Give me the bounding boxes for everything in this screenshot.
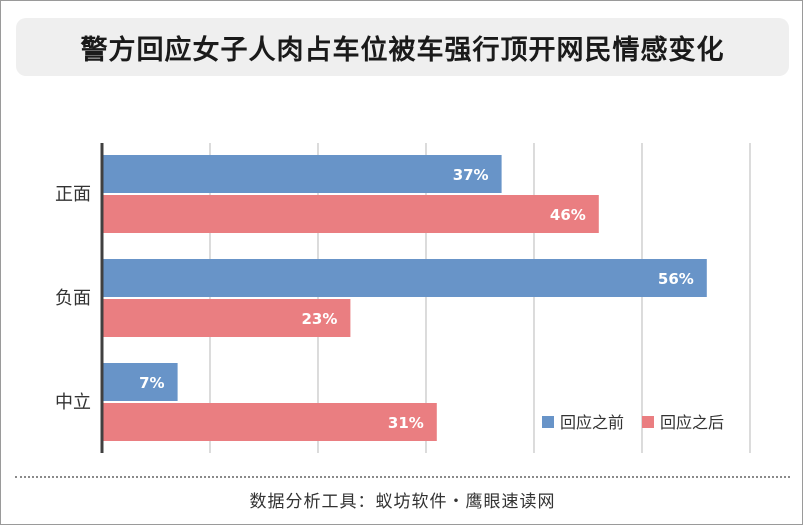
data-label: 23% (301, 310, 337, 328)
bar-before (102, 363, 178, 401)
chart-title: 警方回应女子人肉占车位被车强行顶开网民情感变化 (80, 34, 725, 66)
legend-label: 回应之前 (560, 413, 624, 432)
data-label: 31% (388, 414, 424, 432)
data-label: 7% (139, 374, 164, 392)
data-label: 37% (453, 166, 489, 184)
data-label: 46% (550, 206, 586, 224)
legend-swatch (542, 416, 554, 428)
data-label: 56% (658, 270, 694, 288)
bar-after (102, 195, 599, 233)
category-label: 负面 (55, 288, 91, 309)
category-label: 正面 (55, 184, 91, 205)
footer-source: 数据分析工具：蚁坊软件・鹰眼速读网 (249, 491, 556, 512)
footer-divider (15, 476, 790, 478)
title-banner: 警方回应女子人肉占车位被车强行顶开网民情感变化 (16, 18, 789, 76)
legend-swatch (642, 416, 654, 428)
bar-after (102, 403, 437, 441)
category-label: 中立 (55, 392, 91, 413)
bar-after (102, 299, 351, 337)
bar-before (102, 155, 502, 193)
legend-label: 回应之后 (660, 413, 724, 432)
bar-before (102, 259, 707, 297)
